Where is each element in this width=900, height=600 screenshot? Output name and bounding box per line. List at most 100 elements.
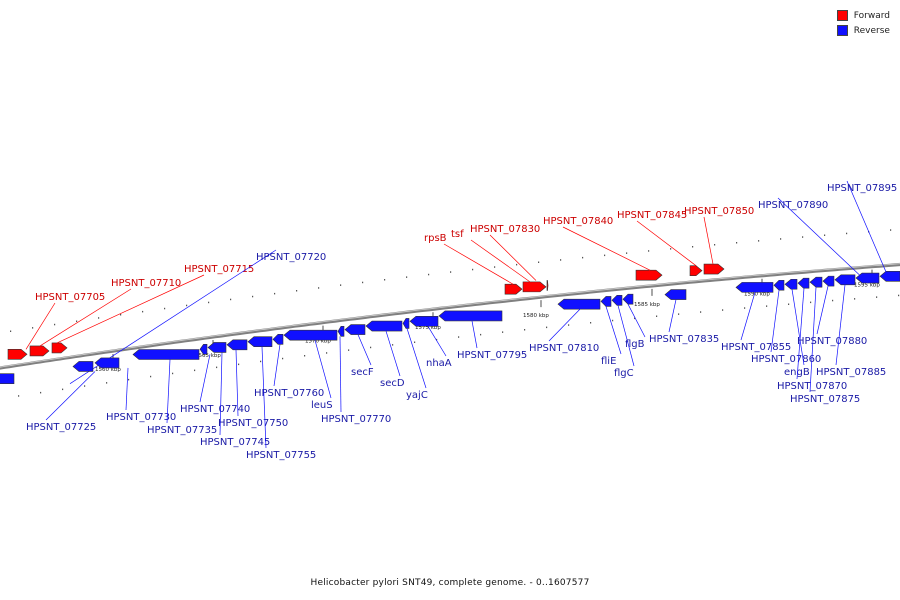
minor-tick-bottom <box>172 372 174 375</box>
minor-tick-top <box>318 287 320 289</box>
gene-arrow-rpsb <box>504 283 523 295</box>
legend-label-forward: Forward <box>853 10 890 21</box>
gene-arrow-hpsnt-07715 <box>51 342 68 354</box>
gene-label-hpsnt-07845: HPSNT_07845 <box>617 210 687 221</box>
scale-label: 1560 kbp <box>95 367 121 373</box>
gene-arrow-hpsnt-07750 <box>226 339 248 351</box>
minor-tick-top <box>450 271 452 273</box>
scale-label: 1575 kbp <box>415 325 441 331</box>
gene-label-hpsnt-07830: HPSNT_07830 <box>470 224 540 235</box>
scale-label: 1565 kbp <box>195 353 221 359</box>
minor-tick-bottom <box>84 385 86 387</box>
minor-tick-top <box>164 307 166 310</box>
gene-leader-hpsnt-07770 <box>339 336 342 413</box>
gene-leader-rpsb <box>443 243 514 285</box>
minor-tick-bottom <box>414 341 416 343</box>
genome-backbone <box>0 262 900 370</box>
gene-leader-hpsnt-07795 <box>471 320 478 349</box>
minor-tick-top <box>76 320 78 322</box>
minor-tick-top <box>252 295 254 298</box>
minor-tick-top <box>32 327 34 329</box>
gene-label-hpsnt-07710: HPSNT_07710 <box>111 278 181 289</box>
gene-label-hpsnt-07870: HPSNT_07870 <box>777 381 847 392</box>
minor-tick-bottom <box>216 366 218 369</box>
gene-label-hpsnt-07755: HPSNT_07755 <box>246 450 316 461</box>
gene-arrow-hpsnt-07725 <box>72 361 94 372</box>
minor-tick-bottom <box>590 322 592 324</box>
minor-tick-top <box>54 323 56 326</box>
minor-tick-bottom <box>40 391 42 394</box>
gene-leader-nhaa <box>427 326 447 357</box>
gene-label-hpsnt-07730: HPSNT_07730 <box>106 412 176 423</box>
gene-arrow-secd <box>365 320 403 332</box>
gene-arrow-leus <box>283 329 338 341</box>
gene-arrow-hpsnt-07735 <box>132 349 200 360</box>
gene-leader-hpsnt-07740 <box>199 354 211 403</box>
gene-leader-hpsnt-07855 <box>740 292 756 341</box>
gene-label-secd: secD <box>380 378 405 389</box>
gene-leader-hpsnt-07725 <box>45 371 96 421</box>
minor-tick-top <box>274 292 276 295</box>
minor-tick-top <box>626 252 628 254</box>
gene-label-hpsnt-07860: HPSNT_07860 <box>751 354 821 365</box>
minor-tick-top <box>208 301 210 304</box>
gene-label-flie: fliE <box>601 356 616 367</box>
minor-tick-top <box>582 256 584 259</box>
minor-tick-bottom <box>898 294 900 297</box>
gene-arrow-flgb <box>622 293 634 305</box>
gene-leader-yajc <box>406 328 427 389</box>
gene-leader-hpsnt-07860 <box>770 290 780 353</box>
minor-tick-bottom <box>304 355 306 357</box>
gene-label-hpsnt-07740: HPSNT_07740 <box>180 404 250 415</box>
minor-tick-top <box>120 314 122 316</box>
gene-arrow-flgc <box>611 295 623 306</box>
scale-label: 1590 kbp <box>744 292 770 298</box>
gene-label-hpsnt-07720: HPSNT_07720 <box>256 252 326 263</box>
gene-leader-hpsnt-07850 <box>703 216 714 265</box>
gene-label-hpsnt-07880: HPSNT_07880 <box>797 336 867 347</box>
gene-arrow-hpsnt-07755 <box>247 336 273 348</box>
gene-leader-hpsnt-07760 <box>273 344 281 387</box>
gene-label-hpsnt-07875: HPSNT_07875 <box>790 394 860 405</box>
minor-tick-top <box>494 266 496 268</box>
minor-tick-bottom <box>480 333 482 336</box>
minor-tick-bottom <box>766 305 768 307</box>
minor-tick-bottom <box>656 315 658 317</box>
gene-leader-hpsnt-07715 <box>56 274 205 344</box>
gene-arrow-hpsnt-07860 <box>773 279 785 291</box>
gene-arrow-hpsnt-07895 <box>879 270 900 282</box>
gene-leader-flie <box>605 306 622 355</box>
minor-tick-top <box>736 242 738 244</box>
gene-leader-secd <box>385 330 401 377</box>
gene-label-hpsnt-07885: HPSNT_07885 <box>816 367 886 378</box>
minor-tick-bottom <box>62 388 64 391</box>
gene-arrow-yajc <box>402 318 410 329</box>
minor-tick-bottom <box>260 360 262 363</box>
gene-label-engb: engB <box>784 367 810 378</box>
minor-tick-bottom <box>18 395 20 397</box>
gene-arrow-engb <box>784 278 798 290</box>
gene-leader-hpsnt-07890 <box>777 197 869 284</box>
gene-leader-hpsnt-07885 <box>835 284 846 366</box>
minor-tick-bottom <box>634 317 636 320</box>
minor-tick-bottom <box>458 336 460 338</box>
gene-label-yajc: yajC <box>406 390 428 401</box>
minor-tick-top <box>604 254 606 257</box>
gene-label-hpsnt-07760: HPSNT_07760 <box>254 388 324 399</box>
minor-tick-top <box>890 229 892 231</box>
gene-leader-leus <box>314 340 332 399</box>
minor-tick-bottom <box>568 324 570 326</box>
gene-label-hpsnt-07735: HPSNT_07735 <box>147 425 217 436</box>
minor-tick-bottom <box>876 296 878 298</box>
gene-arrow-hpsnt-07845 <box>689 265 703 276</box>
gene-leader-hpsnt-07730 <box>125 367 129 411</box>
gene-arrow-hpsnt-07855 <box>735 282 774 293</box>
gene-label-hpsnt-07770: HPSNT_07770 <box>321 414 391 425</box>
minor-tick-bottom <box>128 378 130 381</box>
gene-label-hpsnt-07705: HPSNT_07705 <box>35 292 105 303</box>
minor-tick-top <box>230 298 232 301</box>
gene-arrow-nhaa <box>409 315 439 327</box>
minor-tick-top <box>10 330 12 332</box>
gene-leader-hpsnt-07810 <box>548 308 581 342</box>
gene-leader-engb <box>791 289 805 366</box>
